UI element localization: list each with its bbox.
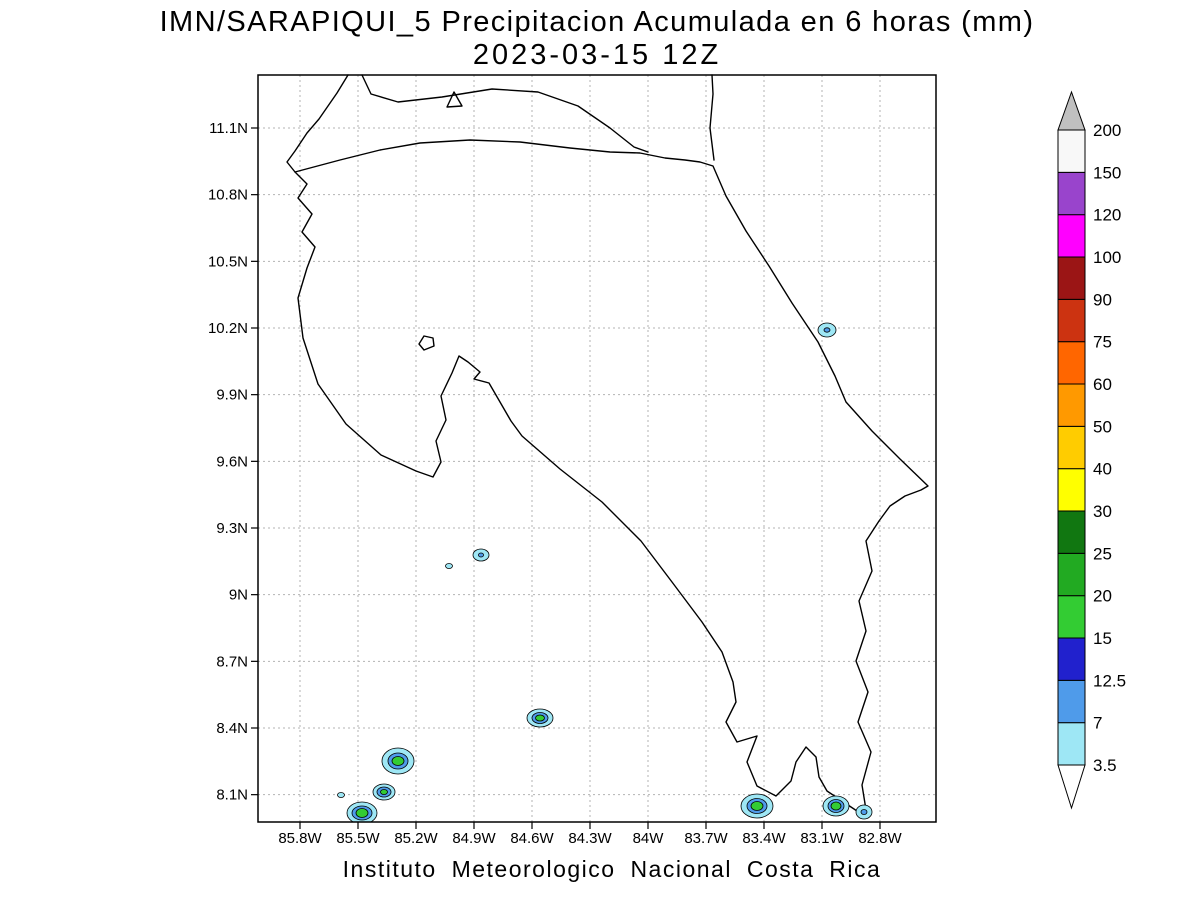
colorbar-segment	[1057, 510, 1086, 554]
gridlines	[258, 75, 936, 822]
colorbar-segment	[1057, 552, 1086, 597]
colorbar-label: 90	[1093, 290, 1112, 309]
axis-label-lat: 9.3N	[216, 520, 248, 537]
axis-label-lon: 84.9W	[452, 830, 496, 847]
chart-title-line2: 2023-03-15 12Z	[472, 39, 722, 71]
axis-label-lat: 8.7N	[216, 653, 248, 670]
colorbar-segment	[1057, 425, 1086, 470]
precip-blob	[381, 747, 415, 775]
precip-contour-blue	[860, 809, 868, 815]
precip-blob	[817, 322, 837, 338]
precip-contour-green	[750, 801, 764, 811]
axis-label-lon: 85.8W	[278, 830, 322, 847]
axis-label-lon: 84.6W	[510, 830, 554, 847]
colorbar-segment	[1057, 679, 1086, 724]
colorbar-segment	[1057, 595, 1086, 639]
precip-blob	[855, 804, 873, 820]
precip-contour-green	[355, 808, 369, 818]
colorbar-top-arrow	[1057, 90, 1086, 131]
colorbar-label: 3.5	[1093, 756, 1117, 775]
colorbar-segment	[1057, 298, 1086, 343]
lake-island	[446, 91, 463, 108]
precip-blob	[346, 801, 378, 822]
colorbar-label: 75	[1093, 333, 1112, 352]
colorbar-label: 30	[1093, 502, 1112, 521]
precip-contour-cyan	[337, 792, 345, 798]
colorbar-label: 200	[1093, 121, 1121, 140]
precip-contour-green	[391, 756, 405, 766]
colorbar-bottom-arrow	[1057, 764, 1086, 810]
axis-label-lon: 84W	[633, 830, 665, 847]
chira-island	[418, 335, 435, 351]
colorbar-label: 12.5	[1093, 671, 1126, 690]
precip-blob	[337, 792, 345, 798]
plot-frame	[257, 74, 937, 823]
precip-blob	[526, 708, 554, 728]
precip-contour-green	[830, 801, 842, 811]
lake-nicaragua-shore	[361, 74, 649, 153]
axis-label-lat: 11.1N	[209, 120, 248, 137]
axis-label-lat: 9.9N	[216, 387, 248, 404]
costa-rica-outline	[294, 139, 929, 817]
nicaragua-caribbean-coast	[709, 74, 715, 161]
precip-contour-cyan	[445, 563, 453, 569]
colorbar-segment	[1057, 129, 1086, 173]
precip-blob	[372, 783, 396, 801]
colorbar-label: 25	[1093, 544, 1112, 563]
colorbar: 3.5 7 12.5 15 20 25 30 40 50 60 75 90 100 120 150 200	[1057, 90, 1126, 810]
colorbar-label: 15	[1093, 629, 1112, 648]
axis-label-lat: 10.2N	[208, 320, 248, 337]
axis-label-lat: 10.8N	[208, 187, 248, 204]
colorbar-segment	[1057, 468, 1086, 512]
axis-label-lat: 8.1N	[216, 787, 248, 804]
chart-title-line1: IMN/SARAPIQUI_5 Precipitacion Acumulada …	[159, 6, 1035, 38]
precip-blob	[445, 563, 453, 569]
nicaragua-pacific-coast	[286, 74, 349, 173]
colorbar-label: 150	[1093, 163, 1121, 182]
axis-label-lon: 83.7W	[684, 830, 728, 847]
precip-contour-blue	[478, 552, 484, 558]
colorbar-label: 7	[1093, 714, 1102, 733]
footer-caption: Instituto Meteorologico Nacional Costa R…	[342, 856, 882, 882]
colorbar-label: 60	[1093, 375, 1112, 394]
axis-label-lon: 85.2W	[394, 830, 438, 847]
precip-contour-green	[535, 714, 545, 722]
axis-label-lon: 84.3W	[568, 830, 612, 847]
precip-contour-green	[380, 789, 388, 795]
precip-blob	[472, 548, 490, 562]
precip-blob	[740, 793, 774, 819]
chart-title: IMN/SARAPIQUI_5 Precipitacion Acumulada …	[0, 6, 1194, 72]
colorbar-segment	[1057, 214, 1086, 258]
colorbar-label: 100	[1093, 248, 1121, 267]
axis-label-lat: 10.5N	[208, 253, 248, 270]
axis-label-lon: 85.5W	[336, 830, 380, 847]
axis-label-lat: 9.6N	[216, 453, 248, 470]
colorbar-segment	[1057, 722, 1086, 766]
axis-label-lon: 83.1W	[800, 830, 844, 847]
precip-contour-blue	[823, 327, 831, 333]
coastlines	[286, 74, 929, 817]
colorbar-segment	[1057, 256, 1086, 300]
colorbar-label: 120	[1093, 206, 1121, 225]
precip-cells	[337, 322, 873, 822]
colorbar-segment	[1057, 341, 1086, 385]
colorbar-segment	[1057, 171, 1086, 216]
axis-label-lon: 83.4W	[742, 830, 786, 847]
axis-label-lat: 9N	[229, 587, 248, 604]
colorbar-label: 50	[1093, 417, 1112, 436]
axis-label-lat: 8.4N	[216, 720, 248, 737]
colorbar-label: 40	[1093, 460, 1112, 479]
axis-label-lon: 82.8W	[858, 830, 902, 847]
colorbar-label: 20	[1093, 587, 1112, 606]
colorbar-segment	[1057, 383, 1086, 427]
colorbar-segment	[1057, 637, 1086, 681]
axes: 11.1N 10.8N 10.5N 10.2N 9.9N 9.6N 9.3N 9N 8.7N 8.…	[208, 120, 903, 847]
precip-blob	[822, 795, 850, 817]
